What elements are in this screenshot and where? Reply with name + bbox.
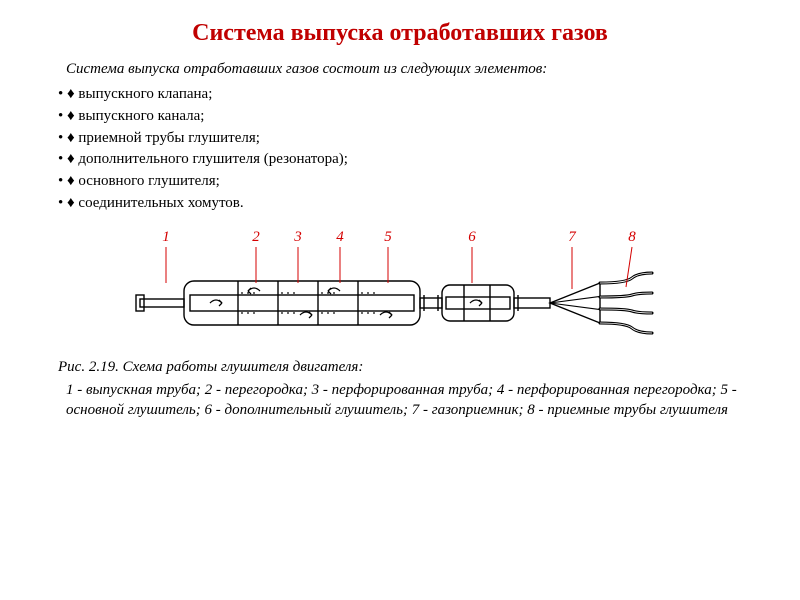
figure-caption-title: Рис. 2.19. Схема работы глушителя двигат…	[48, 359, 752, 376]
page-title: Система выпуска отработавших газов	[48, 20, 752, 47]
svg-text:7: 7	[568, 229, 577, 245]
list-item: выпускного клапана;	[58, 84, 752, 106]
svg-text:8: 8	[628, 229, 636, 245]
component-list: выпускного клапана; выпускного канала; п…	[48, 84, 752, 215]
list-item: приемной трубы глушителя;	[58, 128, 752, 150]
figure-caption-body: 1 - выпускная труба; 2 - перегородка; 3 …	[48, 380, 752, 421]
svg-text:2: 2	[252, 229, 260, 245]
muffler-diagram: 1 2 3 4 5 6 7 8	[120, 225, 680, 345]
list-item: дополнительного глушителя (резонатора);	[58, 149, 752, 171]
list-item: основного глушителя;	[58, 171, 752, 193]
intro-text: Система выпуска отработавших газов состо…	[48, 61, 752, 78]
list-item: соединительных хомутов.	[58, 193, 752, 215]
svg-text:6: 6	[468, 229, 476, 245]
diagram-container: 1 2 3 4 5 6 7 8	[48, 225, 752, 345]
svg-text:4: 4	[336, 229, 344, 245]
svg-text:5: 5	[384, 229, 392, 245]
svg-text:3: 3	[293, 229, 302, 245]
list-item: выпускного канала;	[58, 106, 752, 128]
svg-text:1: 1	[162, 229, 170, 245]
